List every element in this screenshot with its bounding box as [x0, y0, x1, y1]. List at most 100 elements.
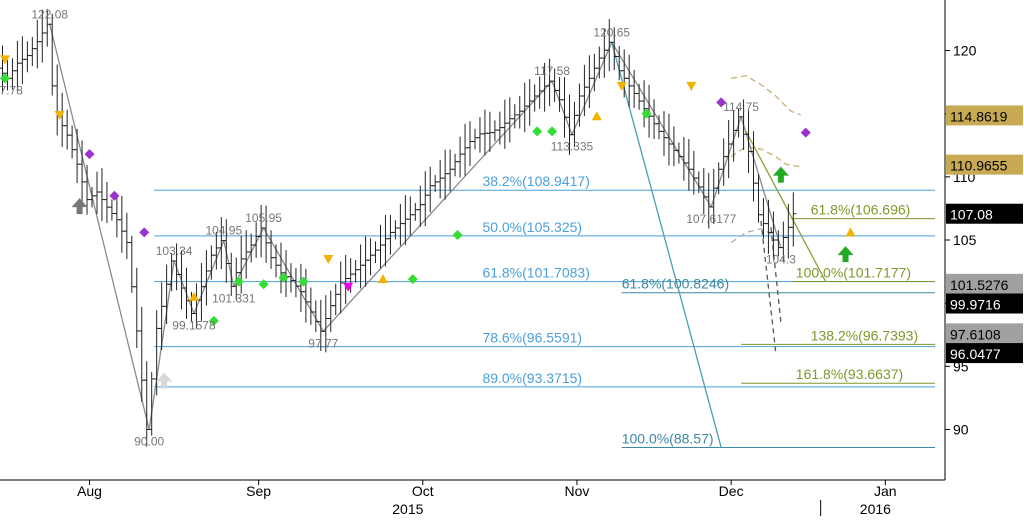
price-tag-label: 110.9655 — [950, 158, 1008, 174]
diamond-marker — [641, 108, 652, 119]
trend-line — [571, 42, 613, 135]
fib-level-label: 61.8%(101.7083) — [482, 265, 589, 281]
x-year-label: 2016 — [860, 501, 891, 517]
swing-price-label: 103.34 — [156, 244, 193, 258]
fib-level-label: 78.6%(96.5591) — [482, 330, 582, 346]
trend-line — [233, 227, 265, 287]
swing-price-label: 90.00 — [134, 434, 164, 448]
triangle-up-marker — [377, 274, 388, 284]
diamond-marker — [532, 126, 543, 137]
diamond-marker — [452, 229, 463, 240]
swing-price-label: 104.95 — [205, 224, 242, 238]
price-tag — [946, 343, 1023, 364]
price-tag-label: 99.9716 — [950, 297, 1001, 313]
price-tag — [946, 154, 1023, 175]
diamond-marker — [258, 279, 269, 290]
swing-labels-layer: 122.08 117.78 90.00 103.34 99.1578 104.95 101.… — [0, 7, 796, 448]
fib-level-label: 100.0%(101.7177) — [796, 264, 911, 280]
fib-level-label: 38.2%(108.9417) — [482, 173, 589, 189]
y-tick-label: 120 — [953, 43, 977, 59]
swing-price-label: 101.331 — [212, 291, 256, 305]
swing-price-label: 117.78 — [0, 83, 23, 97]
arrow-up-marker — [156, 372, 173, 389]
price-tag-label: 97.6108 — [950, 326, 1001, 342]
swing-price-label: 122.08 — [31, 7, 68, 21]
diamond-marker — [407, 274, 418, 285]
trend-line — [710, 116, 742, 208]
diamond-marker — [547, 126, 558, 137]
price-tag — [946, 105, 1023, 126]
arrow-up-marker — [772, 166, 789, 183]
trend-line — [263, 227, 324, 332]
price-tag-label: 96.0477 — [950, 346, 1001, 362]
swing-price-label: 99.1578 — [172, 319, 216, 333]
triangle-down-marker — [323, 254, 334, 264]
band-line — [731, 75, 801, 116]
swing-price-label: 107.6177 — [686, 212, 736, 226]
trend-line — [49, 24, 150, 430]
diamond-marker — [233, 276, 244, 287]
fib-level-label: 100.0%(88.57) — [622, 431, 714, 447]
diamond-marker — [109, 190, 120, 201]
trend-line — [193, 240, 225, 314]
triangle-up-marker — [188, 291, 199, 301]
arrow-up-marker — [837, 246, 854, 263]
band-line — [730, 145, 801, 168]
triangle-up-marker — [845, 227, 856, 237]
diamond-marker — [800, 127, 811, 138]
diamond-marker — [208, 315, 219, 326]
price-tag — [946, 323, 1023, 344]
diamond-marker — [716, 97, 727, 108]
projection-line — [760, 220, 777, 354]
x-month-label: Sep — [246, 483, 271, 499]
swing-price-label: 117.58 — [534, 64, 570, 78]
trend-line — [745, 131, 827, 282]
trend-line — [611, 42, 722, 448]
triangle-down-marker — [686, 81, 697, 91]
price-tag — [946, 273, 1023, 294]
trend-line — [173, 260, 195, 314]
arrow-up-marker — [71, 198, 88, 215]
trend-line — [322, 80, 553, 332]
diamond-marker — [84, 149, 95, 160]
signal-markers-layer — [0, 55, 856, 389]
diamond-marker — [0, 73, 10, 84]
swing-price-label: 104.3 — [766, 253, 796, 267]
price-tag-label: 101.5276 — [950, 277, 1009, 293]
diamond-marker — [298, 276, 309, 287]
x-year-label: 2015 — [392, 501, 423, 517]
fib-level-label: 89.0%(93.3715) — [482, 370, 582, 386]
trend-line — [740, 116, 782, 248]
x-month-label: Dec — [719, 483, 744, 499]
y-tick-label: 90 — [953, 421, 969, 437]
fib-level-label: 50.0%(105.325) — [482, 219, 582, 235]
x-month-label: Oct — [412, 483, 434, 499]
swing-price-label: 114.75 — [723, 100, 759, 114]
projection-line — [770, 227, 782, 323]
triangle-up-marker — [591, 111, 602, 121]
price-bars-layer — [0, 9, 797, 447]
price-tag — [946, 203, 1023, 224]
diamond-marker — [278, 272, 289, 283]
swing-price-label: 113.335 — [551, 140, 594, 154]
fib-level-label: 161.8%(93.6637) — [796, 366, 903, 382]
price-tag-label: 114.8619 — [950, 108, 1008, 124]
x-month-label: Aug — [77, 483, 102, 499]
y-tick-label: 105 — [953, 232, 977, 248]
x-month-label: Nov — [564, 483, 589, 499]
fib-level-label: 61.8%(100.8246) — [622, 276, 729, 292]
swing-price-label: 120.65 — [593, 25, 630, 39]
x-month-label: Jan — [874, 483, 897, 499]
triangle-down-marker — [616, 81, 627, 91]
triangle-down-marker — [54, 110, 65, 120]
triangle-down-marker — [343, 282, 354, 292]
fib-level-label: 138.2%(96.7393) — [811, 327, 918, 343]
swing-price-label: 97.77 — [308, 336, 338, 350]
trend-line — [611, 41, 712, 208]
diamond-marker — [139, 227, 150, 238]
swing-price-label: 105.95 — [245, 211, 282, 225]
price-tag — [946, 293, 1023, 314]
